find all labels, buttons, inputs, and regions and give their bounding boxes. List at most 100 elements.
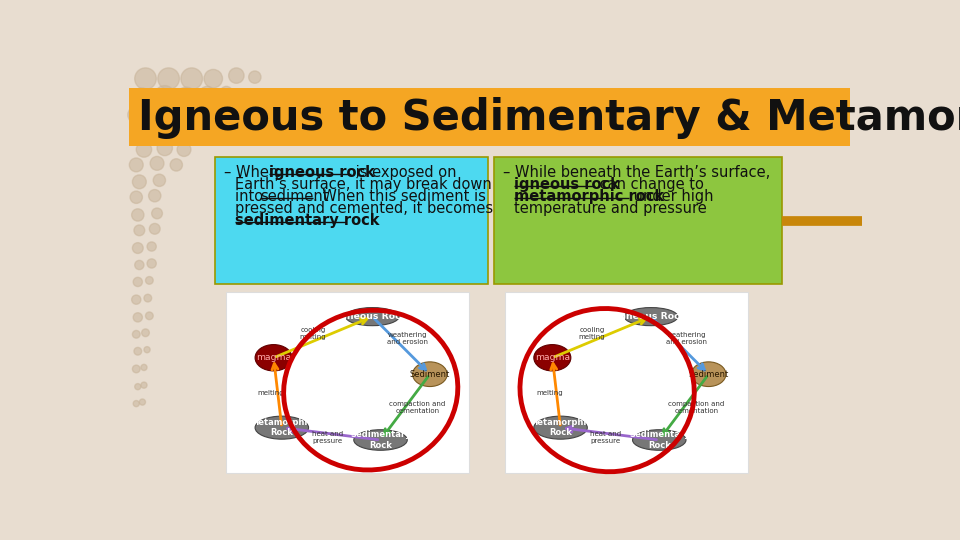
Ellipse shape: [691, 362, 726, 387]
Circle shape: [132, 295, 141, 304]
Circle shape: [132, 209, 144, 221]
Text: – When: – When: [224, 165, 283, 180]
Circle shape: [192, 106, 206, 119]
Circle shape: [150, 157, 164, 170]
Circle shape: [131, 124, 148, 141]
Circle shape: [157, 140, 173, 156]
Text: is exposed on: is exposed on: [351, 165, 456, 180]
Circle shape: [228, 68, 244, 83]
Circle shape: [200, 86, 215, 102]
Circle shape: [147, 242, 156, 251]
Text: melting: melting: [258, 390, 284, 396]
Ellipse shape: [624, 308, 678, 326]
Circle shape: [134, 383, 141, 390]
Text: Sediment: Sediment: [410, 370, 450, 379]
Circle shape: [175, 125, 190, 140]
FancyBboxPatch shape: [493, 157, 782, 284]
Text: Sedimentary
Rock: Sedimentary Rock: [629, 430, 689, 450]
Text: compaction and
cementation: compaction and cementation: [390, 401, 445, 414]
Text: sediment: sediment: [260, 189, 328, 204]
Text: Sedimentary
Rock: Sedimentary Rock: [350, 430, 411, 450]
Circle shape: [155, 85, 175, 106]
Text: Metamorphic
Rock: Metamorphic Rock: [529, 418, 591, 437]
FancyBboxPatch shape: [129, 88, 850, 146]
Text: cooling
melting: cooling melting: [579, 327, 605, 340]
Text: Igneous Rock: Igneous Rock: [616, 312, 686, 321]
Ellipse shape: [534, 416, 588, 439]
Circle shape: [144, 294, 152, 302]
Circle shape: [132, 242, 143, 253]
Circle shape: [139, 399, 146, 405]
Text: metamorphic rock: metamorphic rock: [514, 189, 663, 204]
Circle shape: [131, 191, 142, 204]
Text: igneous rock: igneous rock: [270, 165, 375, 180]
Circle shape: [171, 106, 189, 124]
Circle shape: [177, 87, 196, 107]
Circle shape: [150, 104, 169, 123]
Text: cooling
melting: cooling melting: [300, 327, 326, 340]
Circle shape: [141, 364, 147, 370]
Circle shape: [132, 365, 140, 373]
Text: weathering
and erosion: weathering and erosion: [666, 332, 707, 346]
Text: igneous rock: igneous rock: [514, 177, 619, 192]
Circle shape: [134, 260, 144, 269]
Circle shape: [146, 276, 154, 284]
Circle shape: [142, 329, 150, 336]
Ellipse shape: [633, 430, 686, 450]
Circle shape: [141, 382, 147, 388]
Text: sedimentary rock: sedimentary rock: [235, 213, 379, 228]
Ellipse shape: [534, 345, 571, 371]
Ellipse shape: [255, 345, 292, 371]
Circle shape: [249, 71, 261, 83]
Circle shape: [170, 159, 182, 171]
Circle shape: [130, 158, 143, 172]
FancyBboxPatch shape: [505, 292, 748, 473]
Circle shape: [146, 312, 154, 320]
Circle shape: [147, 259, 156, 268]
Text: magma: magma: [535, 353, 570, 362]
Circle shape: [128, 106, 145, 123]
Ellipse shape: [354, 430, 407, 450]
Circle shape: [157, 68, 180, 90]
Text: magma: magma: [256, 353, 291, 362]
Text: – While beneath the Earth’s surface,: – While beneath the Earth’s surface,: [503, 165, 770, 180]
Circle shape: [152, 122, 170, 140]
Text: Sediment: Sediment: [688, 370, 729, 379]
Text: temperature and pressure: temperature and pressure: [514, 201, 707, 215]
Circle shape: [154, 174, 165, 186]
Circle shape: [134, 68, 156, 90]
Circle shape: [133, 401, 139, 407]
Circle shape: [144, 347, 150, 353]
Circle shape: [133, 278, 142, 287]
Text: heat and
pressure: heat and pressure: [590, 431, 621, 444]
Text: . When this sediment is: . When this sediment is: [313, 189, 486, 204]
Text: Earth’s surface, it may break down: Earth’s surface, it may break down: [235, 177, 492, 192]
FancyBboxPatch shape: [123, 65, 861, 481]
Text: into: into: [235, 189, 268, 204]
Circle shape: [204, 70, 223, 88]
Text: weathering
and erosion: weathering and erosion: [387, 332, 428, 346]
Circle shape: [132, 330, 140, 338]
Text: can change to: can change to: [595, 177, 704, 192]
Circle shape: [134, 225, 145, 236]
Circle shape: [132, 175, 146, 189]
Text: under high: under high: [629, 189, 713, 204]
Ellipse shape: [255, 416, 308, 439]
Text: Igneous to Sedimentary & Metamorphic: Igneous to Sedimentary & Metamorphic: [138, 97, 960, 139]
Circle shape: [220, 86, 232, 99]
Circle shape: [136, 142, 152, 157]
Circle shape: [134, 347, 142, 355]
Text: pressed and cemented, it becomes: pressed and cemented, it becomes: [235, 201, 492, 215]
Ellipse shape: [413, 362, 447, 387]
Text: compaction and
cementation: compaction and cementation: [668, 401, 725, 414]
Circle shape: [150, 224, 160, 234]
FancyBboxPatch shape: [215, 157, 488, 284]
Circle shape: [180, 68, 203, 90]
Circle shape: [149, 190, 161, 202]
FancyBboxPatch shape: [227, 292, 468, 473]
Text: melting: melting: [537, 390, 564, 396]
Text: Igneous Rock: Igneous Rock: [337, 312, 407, 321]
Ellipse shape: [346, 308, 399, 326]
Circle shape: [177, 143, 191, 157]
Text: Metamorphic
Rock: Metamorphic Rock: [251, 418, 313, 437]
